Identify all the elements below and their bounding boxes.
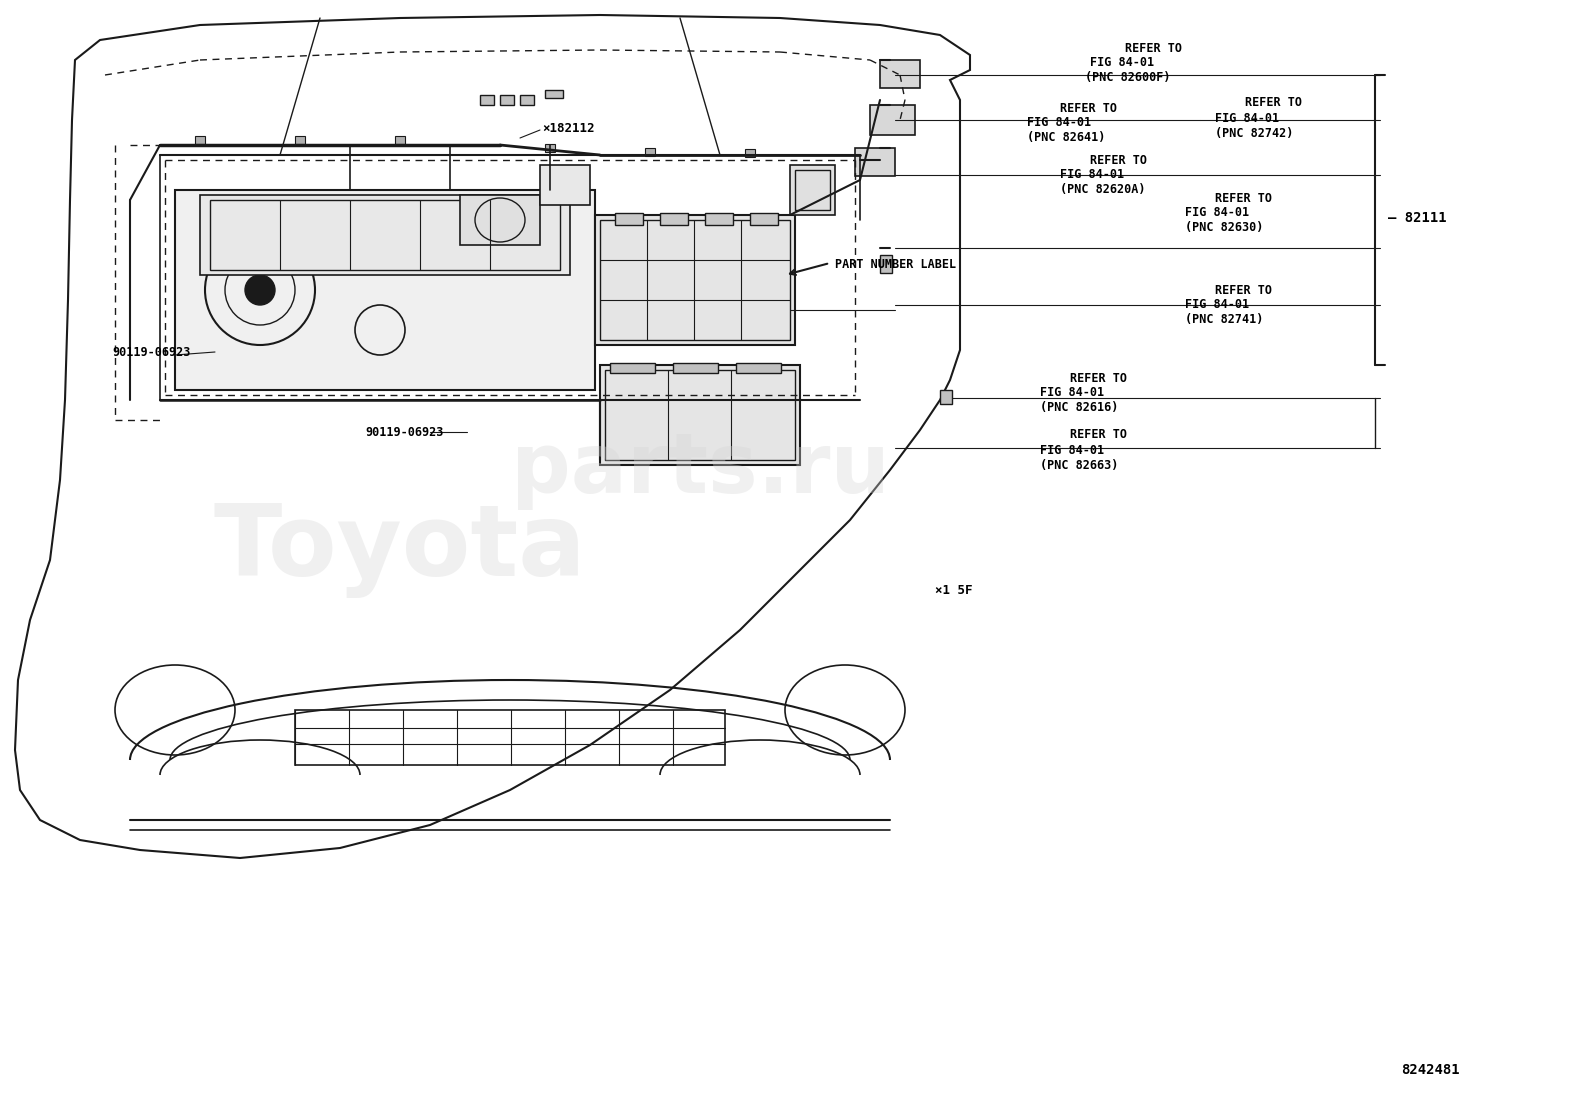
Text: FIG 84-01: FIG 84-01 — [1091, 56, 1154, 69]
Bar — [600, 365, 801, 465]
Text: 8242481: 8242481 — [1401, 1063, 1460, 1077]
Bar — [745, 149, 755, 157]
Text: FIG 84-01: FIG 84-01 — [1040, 387, 1105, 400]
Bar — [295, 136, 306, 144]
Bar — [794, 170, 829, 210]
Text: REFER TO: REFER TO — [1060, 101, 1118, 114]
Bar — [605, 370, 794, 460]
Text: REFER TO: REFER TO — [1126, 42, 1181, 55]
Text: REFER TO: REFER TO — [1215, 191, 1272, 204]
Text: parts.ru: parts.ru — [511, 430, 890, 511]
Bar — [544, 144, 556, 152]
Text: (PNC 82630): (PNC 82630) — [1184, 222, 1264, 234]
Bar — [880, 60, 920, 88]
Bar — [210, 200, 560, 270]
Bar — [880, 255, 892, 273]
Text: (PNC 82741): (PNC 82741) — [1184, 313, 1264, 326]
Text: (PNC 82742): (PNC 82742) — [1215, 126, 1293, 140]
Text: Toyota: Toyota — [213, 501, 586, 599]
Text: (PNC 82641): (PNC 82641) — [1027, 131, 1105, 144]
Text: FIG 84-01: FIG 84-01 — [1215, 111, 1278, 124]
Text: (PNC 82663): (PNC 82663) — [1040, 458, 1118, 471]
Bar — [540, 165, 591, 206]
Text: PART NUMBER LABEL: PART NUMBER LABEL — [834, 258, 957, 271]
Bar — [645, 148, 654, 156]
Bar — [500, 95, 514, 106]
Bar — [481, 95, 494, 106]
Bar — [201, 195, 570, 275]
Text: REFER TO: REFER TO — [1070, 371, 1127, 385]
Bar — [790, 165, 834, 215]
Text: (PNC 82600F): (PNC 82600F) — [1086, 71, 1170, 85]
Text: (PNC 82620A): (PNC 82620A) — [1060, 184, 1146, 197]
Text: REFER TO: REFER TO — [1245, 97, 1302, 110]
Text: FIG 84-01: FIG 84-01 — [1184, 207, 1250, 220]
Bar — [736, 363, 782, 373]
Bar — [673, 363, 718, 373]
Bar — [194, 136, 205, 144]
Text: (PNC 82616): (PNC 82616) — [1040, 401, 1118, 414]
Text: REFER TO: REFER TO — [1091, 154, 1146, 167]
Text: FIG 84-01: FIG 84-01 — [1060, 168, 1124, 181]
Text: REFER TO: REFER TO — [1215, 284, 1272, 297]
Bar — [610, 363, 654, 373]
Bar — [460, 195, 540, 245]
Bar — [295, 710, 724, 765]
Text: 90119-06923: 90119-06923 — [111, 345, 191, 358]
Bar — [661, 213, 688, 225]
Bar — [175, 190, 595, 390]
Bar — [595, 215, 794, 345]
Bar — [395, 136, 404, 144]
Text: FIG 84-01: FIG 84-01 — [1040, 444, 1105, 456]
Text: ×182112: ×182112 — [541, 122, 594, 134]
Bar — [705, 213, 732, 225]
Bar — [521, 95, 533, 106]
Bar — [615, 213, 643, 225]
Bar — [855, 148, 895, 176]
Text: FIG 84-01: FIG 84-01 — [1027, 115, 1091, 129]
Bar — [750, 213, 778, 225]
Ellipse shape — [245, 275, 275, 306]
Text: ×1 5F: ×1 5F — [935, 584, 973, 597]
Bar — [544, 90, 564, 98]
Text: FIG 84-01: FIG 84-01 — [1184, 299, 1250, 311]
Text: REFER TO: REFER TO — [1070, 429, 1127, 442]
Bar — [600, 220, 790, 340]
Text: — 82111: — 82111 — [1388, 211, 1447, 225]
Text: 90119-06923: 90119-06923 — [365, 425, 444, 439]
Bar — [869, 106, 915, 135]
Bar — [939, 390, 952, 404]
